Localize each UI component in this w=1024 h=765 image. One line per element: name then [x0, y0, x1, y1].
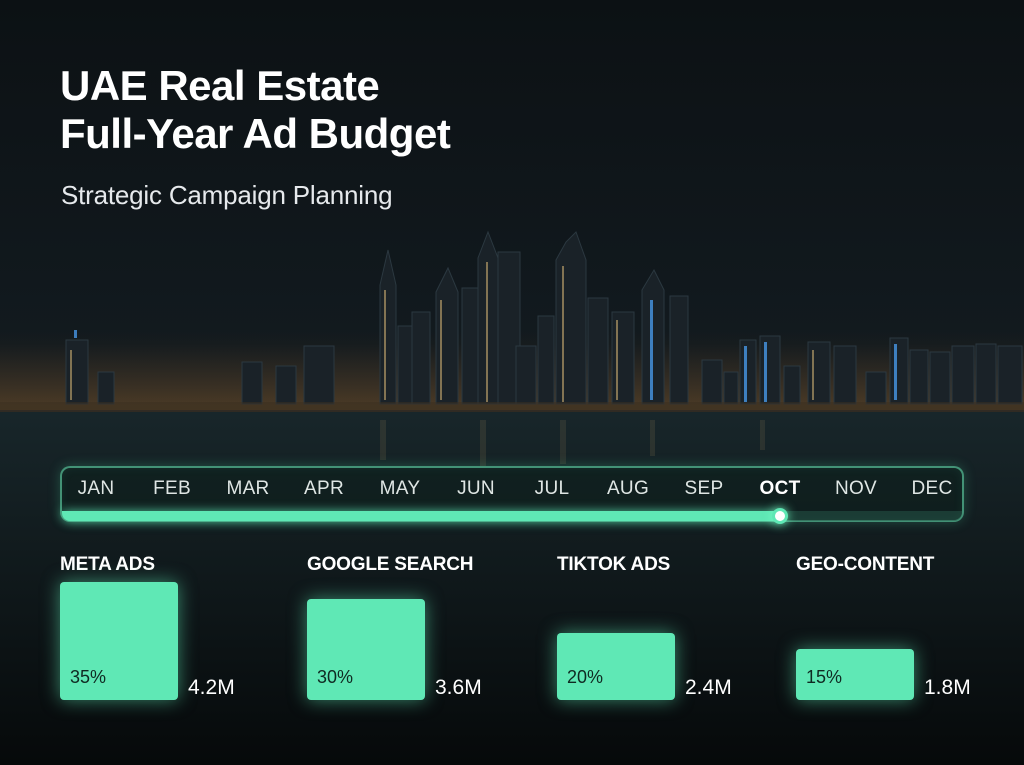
budget-percent-label: 20% [567, 667, 604, 687]
channel-name: GOOGLE SEARCH [307, 554, 474, 575]
budget-percent-label: 35% [70, 667, 107, 687]
month-sep[interactable]: SEP [684, 478, 724, 499]
timeline-track[interactable] [62, 508, 962, 524]
budget-amount-label: 2.4M [685, 676, 732, 699]
budget-bar: 35% [60, 582, 178, 700]
channel-name: GEO-CONTENT [796, 554, 935, 575]
month-jun[interactable]: JUN [457, 478, 495, 499]
title-line-2: Full-Year Ad Budget [60, 110, 451, 157]
channel-name: META ADS [60, 554, 155, 575]
month-oct[interactable]: OCT [759, 478, 801, 499]
channel-name: TIKTOK ADS [557, 554, 671, 575]
budget-amount-label: 4.2M [188, 676, 235, 699]
month-apr[interactable]: APR [304, 478, 344, 499]
budget-percent-label: 30% [317, 667, 354, 687]
subtitle: Strategic Campaign Planning [61, 180, 393, 210]
timeline-slider-knob[interactable] [772, 508, 788, 524]
month-labels: JAN FEB MAR APR MAY JUN JUL AUG SEP OCT NOV DEC [62, 478, 962, 504]
month-nov[interactable]: NOV [834, 478, 878, 499]
channel-tiktok-ads: TIKTOK ADS 20% 2.4M [557, 552, 757, 712]
budget-bar: 30% [307, 599, 425, 700]
month-feb[interactable]: FEB [153, 478, 191, 499]
budget-amount-label: 3.6M [435, 676, 482, 699]
month-jan[interactable]: JAN [77, 478, 115, 499]
title-block: UAE Real Estate Full-Year Ad Budget [60, 62, 451, 158]
month-mar[interactable]: MAR [226, 478, 270, 499]
channel-meta-ads: META ADS 35% 4.2M [60, 552, 260, 712]
budget-percent-label: 15% [806, 667, 843, 687]
month-aug[interactable]: AUG [606, 478, 650, 499]
timeline-progress-fill [62, 511, 780, 521]
budget-amount-label: 1.8M [924, 676, 971, 699]
month-may[interactable]: MAY [379, 478, 421, 499]
budget-bar: 15% [796, 649, 914, 700]
month-dec[interactable]: DEC [911, 478, 953, 499]
channel-google-search: GOOGLE SEARCH 30% 3.6M [307, 552, 507, 712]
month-timeline[interactable]: JAN FEB MAR APR MAY JUN JUL AUG SEP OCT NOV DEC [60, 466, 964, 524]
title-line-1: UAE Real Estate [60, 62, 380, 109]
month-jul[interactable]: JUL [534, 478, 570, 499]
budget-bar: 20% [557, 633, 675, 700]
channel-geo-content: GEO-CONTENT 15% 1.8M [796, 552, 996, 712]
